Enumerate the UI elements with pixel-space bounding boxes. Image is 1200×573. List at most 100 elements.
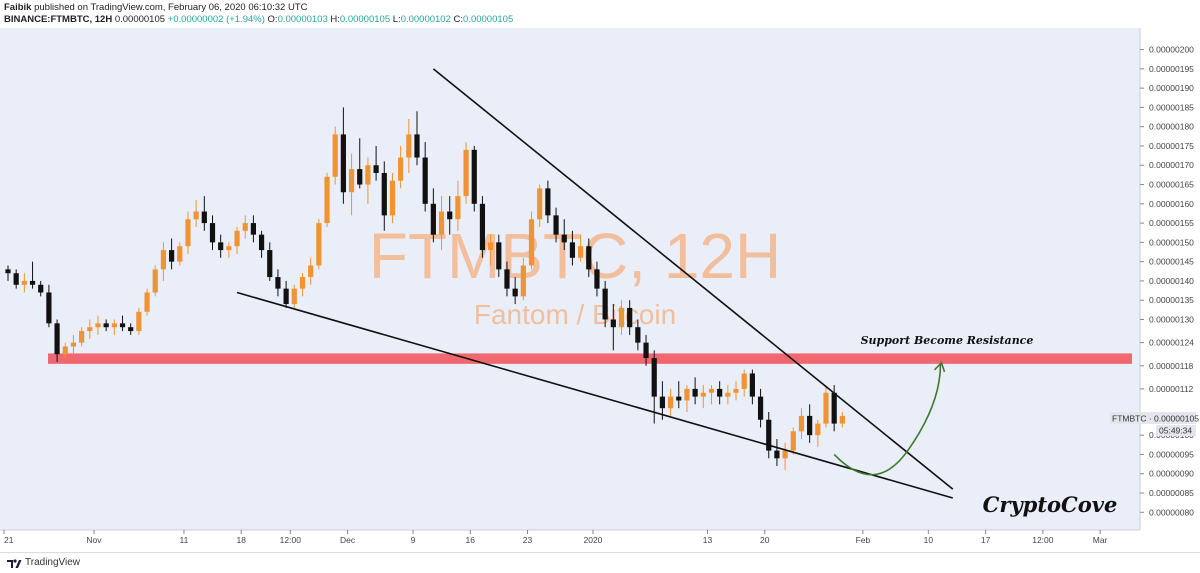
candle <box>627 300 633 335</box>
x-tick-label: 11 <box>180 535 189 545</box>
candle <box>757 388 764 428</box>
candle <box>406 118 412 173</box>
x-tick-label: Nov <box>86 535 102 545</box>
candle-body <box>774 450 780 459</box>
candle-body <box>618 307 625 328</box>
price-chart[interactable]: FTMBTC, 12H Fantom / Bitcoin 0.000002000… <box>0 28 1200 552</box>
candle <box>193 199 199 227</box>
y-tick-label: 0.00000090 <box>1149 469 1194 479</box>
x-tick-label: 17 <box>981 535 991 545</box>
candle <box>667 388 674 416</box>
candle-body <box>430 203 436 235</box>
candle-body <box>79 331 85 343</box>
y-tick-label: 0.00000085 <box>1149 488 1194 498</box>
candle <box>160 242 167 281</box>
low-label: L: <box>392 14 401 25</box>
candle-body <box>389 180 396 216</box>
candle <box>643 334 649 366</box>
candle <box>234 226 240 254</box>
candle <box>373 145 379 181</box>
resistance-zone <box>48 353 1132 364</box>
candle-body <box>54 323 60 355</box>
candle-body <box>831 392 837 424</box>
trendline[interactable] <box>432 68 954 490</box>
resistance-label: Support Become Resistance <box>861 334 1034 347</box>
symbol-label[interactable]: BINANCE:FTMBTC, 12H <box>4 14 113 25</box>
y-tick-label: 0.00000118 <box>1149 361 1194 371</box>
candle-body <box>782 450 788 459</box>
candle <box>357 138 363 189</box>
candle-body <box>201 211 207 224</box>
y-tick-label: 0.00000175 <box>1149 141 1194 151</box>
candle <box>520 257 526 301</box>
candle <box>5 265 11 281</box>
candle-body <box>741 373 747 389</box>
candle <box>782 442 788 470</box>
candle-body <box>610 319 616 328</box>
candle-body <box>528 219 535 266</box>
candle <box>308 257 314 285</box>
price-axis[interactable]: 0.00000200 0.00000195 0.00000190 0.00000185… <box>1139 28 1200 552</box>
candle-body <box>659 396 665 409</box>
x-tick-label: 2020 <box>583 535 602 545</box>
candle <box>95 315 101 335</box>
candle <box>635 319 641 351</box>
candle <box>258 230 265 258</box>
candle <box>381 161 387 231</box>
candle <box>177 242 183 266</box>
candle-body <box>21 280 27 285</box>
candle-body <box>258 234 265 251</box>
plot-background <box>0 28 1140 530</box>
candle <box>561 219 567 251</box>
candle <box>700 385 706 409</box>
candle-body <box>537 188 543 220</box>
candle <box>316 219 322 270</box>
x-tick-label: 12:00 <box>280 535 302 545</box>
candle-body <box>242 223 248 231</box>
candle-body <box>725 392 731 397</box>
candle-body <box>692 388 698 397</box>
candle-body <box>348 169 355 193</box>
candle <box>103 319 109 332</box>
candle <box>332 126 338 185</box>
candle-body <box>643 342 649 359</box>
candle <box>242 215 248 239</box>
candle <box>692 377 698 405</box>
candle <box>29 261 36 289</box>
x-tick-label: 20 <box>760 535 770 545</box>
candle-body <box>455 196 461 220</box>
candle <box>684 385 690 413</box>
candle <box>111 319 117 335</box>
candle <box>651 350 657 424</box>
author-name[interactable]: Faibik <box>4 2 32 13</box>
high-value: 0.00000105 <box>339 14 391 25</box>
candle-body <box>209 223 216 243</box>
price-tag-text: FTMBTC · 0.00000105 <box>1112 414 1199 424</box>
candle-body <box>561 234 567 243</box>
candle-body <box>708 388 715 393</box>
y-tick-label: 0.00000112 <box>1149 384 1194 394</box>
last-value: 0.00000105 <box>114 14 166 25</box>
price-tag-bg <box>1110 412 1196 424</box>
tradingview-logo-icon[interactable] <box>6 557 22 569</box>
countdown-bg <box>1156 425 1196 436</box>
candle <box>602 280 608 328</box>
time-axis[interactable]: 21 Nov 11 18 12:00 Dec 9 16 23 2020 13 20 Feb 10 17 12:… <box>0 529 1140 552</box>
candle <box>13 269 19 289</box>
candle <box>463 142 469 204</box>
x-tick-label: 18 <box>236 535 246 545</box>
candle-body <box>627 307 633 328</box>
candle-body <box>340 134 346 193</box>
trendline[interactable] <box>236 291 954 499</box>
candle <box>430 188 436 243</box>
candle <box>422 142 428 212</box>
tradingview-brand[interactable]: TradingView <box>25 557 81 568</box>
close-label: C: <box>453 14 464 25</box>
change-value: +0.00000002 (+1.94%) <box>167 14 265 25</box>
candle-body <box>594 269 600 289</box>
candle <box>348 153 355 216</box>
y-tick-label: 0.00000130 <box>1149 314 1194 324</box>
candle-body <box>757 396 764 420</box>
candle-body <box>365 165 371 185</box>
candle-body <box>103 323 109 328</box>
